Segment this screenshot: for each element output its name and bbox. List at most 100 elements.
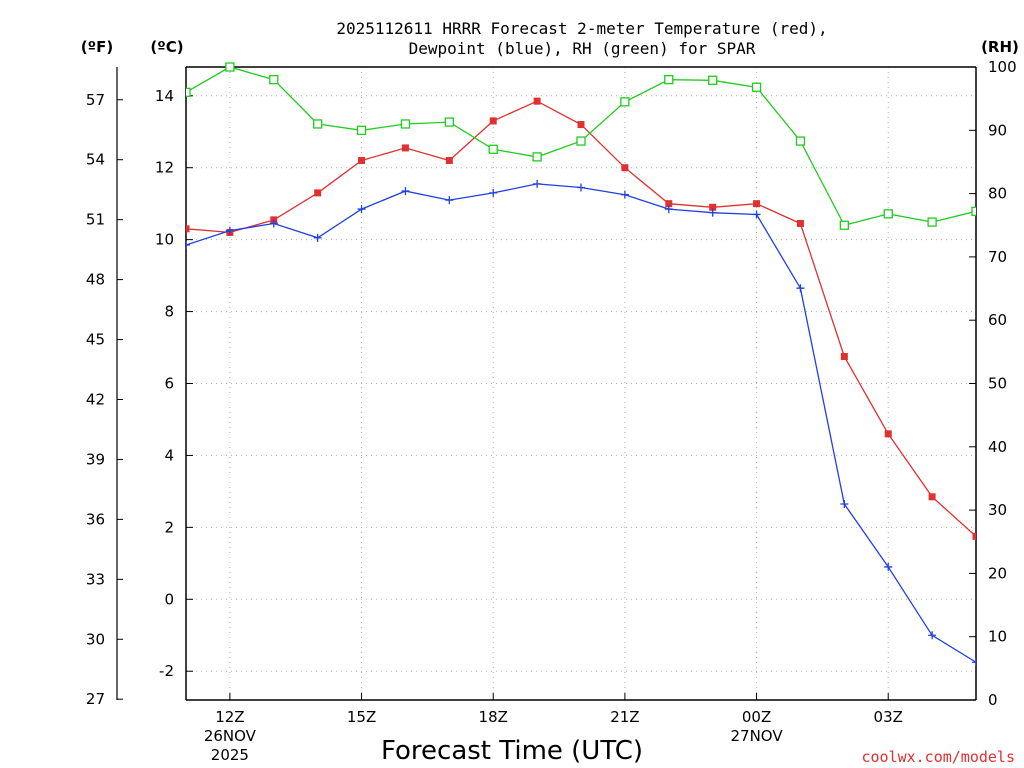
rh-tick-label-4: 40 — [988, 438, 1007, 456]
dewpoint-point-18 — [972, 658, 976, 667]
rh-tick-label-10: 100 — [988, 58, 1017, 76]
axes-layer: 27 30 33 36 39 42 45 48 51 54 57 -2 0 2 4 6 8 10 12 14 0 10 20… — [86, 58, 1017, 709]
fahrenheit-tick-label-8: 51 — [86, 211, 105, 229]
rh-point-12 — [708, 75, 718, 85]
rh-point-13 — [751, 82, 762, 92]
dewpoint-point-3 — [313, 233, 322, 242]
temperature-point-9 — [577, 121, 585, 129]
dewpoint-point-9 — [577, 183, 585, 192]
series-layer — [186, 62, 976, 667]
dewpoint-point-14 — [796, 284, 805, 293]
dewpoint-point-4 — [357, 205, 366, 214]
chart-title-line1: 2025112611 HRRR Forecast 2-meter Tempera… — [336, 19, 827, 38]
dewpoint-point-2 — [269, 219, 278, 228]
celsius-tick-label-2: 2 — [164, 518, 174, 536]
fahrenheit-tick-label-0: 27 — [86, 690, 105, 708]
dewpoint-point-16 — [884, 562, 893, 571]
celsius-tick-label-0: -2 — [159, 662, 174, 680]
temperature-point-11 — [665, 200, 673, 208]
rh-point-1 — [225, 62, 235, 72]
celsius-tick-label-7: 12 — [155, 159, 174, 177]
fahrenheit-tick-label-7: 48 — [86, 271, 105, 289]
x-tick-label-3: 21Z — [610, 708, 639, 726]
temperature-point-5 — [401, 144, 409, 152]
temperature-point-12 — [709, 203, 717, 211]
rh-point-5 — [400, 119, 411, 129]
temperature-point-7 — [489, 117, 497, 125]
x-tick-label-5: 03Z — [874, 708, 903, 726]
temperature-point-14 — [796, 219, 804, 227]
celsius-tick-label-4: 6 — [164, 375, 174, 393]
rh-tick-label-6: 60 — [988, 311, 1007, 329]
rh-tick-label-8: 80 — [988, 185, 1007, 203]
dewpoint-point-6 — [445, 196, 454, 205]
x-tick-sublabel-0: 26NOV — [204, 727, 257, 745]
dewpoint-point-5 — [401, 187, 410, 196]
celsius-tick-label-3: 4 — [164, 446, 174, 464]
x-tick-year-0: 2025 — [211, 746, 249, 764]
chart-title-line2: Dewpoint (blue), RH (green) for SPAR — [409, 39, 756, 58]
rh-point-8 — [532, 152, 542, 162]
celsius-tick-label-6: 10 — [155, 231, 174, 249]
rh-tick-label-2: 20 — [988, 564, 1007, 582]
dewpoint-point-10 — [620, 190, 629, 199]
rh-point-3 — [313, 119, 323, 129]
rh-tick-label-0: 0 — [988, 691, 998, 709]
rh-point-4 — [356, 125, 367, 135]
temperature-point-10 — [621, 164, 629, 172]
dewpoint-line — [186, 183, 976, 663]
dewpoint-point-15 — [840, 499, 849, 508]
credit-text: coolwx.com/models — [861, 748, 1015, 766]
rh-point-17 — [927, 217, 937, 227]
rh-series — [186, 62, 976, 230]
rh-point-6 — [444, 117, 454, 127]
fahrenheit-tick-label-10: 57 — [86, 91, 105, 109]
temperature-point-3 — [314, 189, 322, 197]
temperature-point-18 — [972, 532, 976, 540]
rh-point-16 — [883, 209, 893, 219]
celsius-tick-label-5: 8 — [164, 303, 174, 321]
celsius-tick-label-1: 0 — [164, 590, 174, 608]
dewpoint-point-12 — [708, 208, 717, 217]
x-tick-label-0: 12Z — [215, 708, 244, 726]
rh-tick-label-9: 90 — [988, 121, 1007, 139]
temperature-point-4 — [358, 157, 366, 165]
fahrenheit-tick-label-6: 45 — [86, 331, 105, 349]
rh-point-18 — [971, 206, 976, 216]
rh-tick-label-7: 70 — [988, 248, 1007, 266]
rh-point-9 — [576, 136, 586, 146]
rh-point-0 — [186, 87, 191, 97]
rh-point-14 — [795, 136, 806, 146]
temperature-series — [186, 97, 976, 540]
temperature-point-8 — [533, 97, 541, 105]
x-tick-label-1: 15Z — [347, 708, 376, 726]
celsius-tick-label-8: 14 — [155, 87, 174, 105]
fahrenheit-tick-label-9: 54 — [86, 151, 105, 169]
x-axis-label: Forecast Time (UTC) — [381, 736, 643, 766]
temperature-point-6 — [445, 157, 453, 165]
dewpoint-point-1 — [225, 226, 234, 235]
rh-point-15 — [839, 220, 849, 230]
dewpoint-point-8 — [533, 179, 542, 188]
dewpoint-point-11 — [664, 205, 673, 214]
fahrenheit-tick-label-2: 33 — [86, 570, 105, 588]
rh-point-10 — [620, 97, 630, 107]
temperature-line — [186, 100, 976, 537]
x-tick-label-2: 18Z — [479, 708, 508, 726]
temperature-point-15 — [840, 353, 848, 361]
fahrenheit-tick-label-4: 39 — [86, 450, 105, 468]
unit-label-fahrenheit: (ºF) — [81, 38, 113, 56]
unit-label-celsius: (ºC) — [150, 38, 183, 56]
rh-point-7 — [488, 144, 498, 154]
fahrenheit-tick-label-1: 30 — [86, 630, 105, 648]
temperature-point-0 — [186, 225, 190, 233]
rh-tick-label-5: 50 — [988, 375, 1007, 393]
x-tick-label-4: 00Z — [742, 708, 771, 726]
dewpoint-series — [186, 179, 976, 667]
dewpoint-point-7 — [489, 188, 498, 197]
dewpoint-point-13 — [752, 210, 761, 219]
temperature-point-16 — [884, 430, 892, 438]
unit-label-rh: (RH) — [981, 38, 1019, 56]
